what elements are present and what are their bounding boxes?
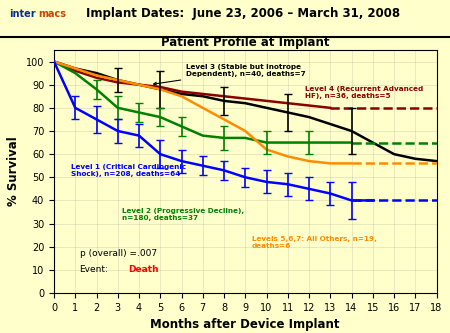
Text: Implant Dates:  June 23, 2006 – March 31, 2008: Implant Dates: June 23, 2006 – March 31,…: [86, 7, 400, 21]
Title: Patient Profile at Implant: Patient Profile at Implant: [161, 36, 329, 49]
Text: Level 1 (Critical Cardiogenic
Shock), n=208, deaths=64: Level 1 (Critical Cardiogenic Shock), n=…: [71, 164, 186, 177]
Text: inter: inter: [9, 9, 36, 19]
Text: Level 3 (Stable but Inotrope
Dependent), n=40, deaths=7: Level 3 (Stable but Inotrope Dependent),…: [153, 64, 306, 85]
Text: Event:: Event:: [80, 265, 108, 274]
X-axis label: Months after Device Implant: Months after Device Implant: [150, 318, 340, 331]
Text: macs: macs: [38, 9, 66, 19]
Y-axis label: % Survival: % Survival: [7, 137, 20, 206]
Text: Level 4 (Recurrent Advanced
HF), n=36, deaths=5: Level 4 (Recurrent Advanced HF), n=36, d…: [305, 86, 423, 99]
Text: Level 2 (Progressive Decline),
n=180, deaths=37: Level 2 (Progressive Decline), n=180, de…: [122, 208, 244, 221]
Text: Death: Death: [128, 265, 159, 274]
Text: Levels 5,6,7: All Others, n=19,
deaths=6: Levels 5,6,7: All Others, n=19, deaths=6: [252, 236, 377, 249]
Text: p (overall) =.007: p (overall) =.007: [80, 249, 157, 258]
